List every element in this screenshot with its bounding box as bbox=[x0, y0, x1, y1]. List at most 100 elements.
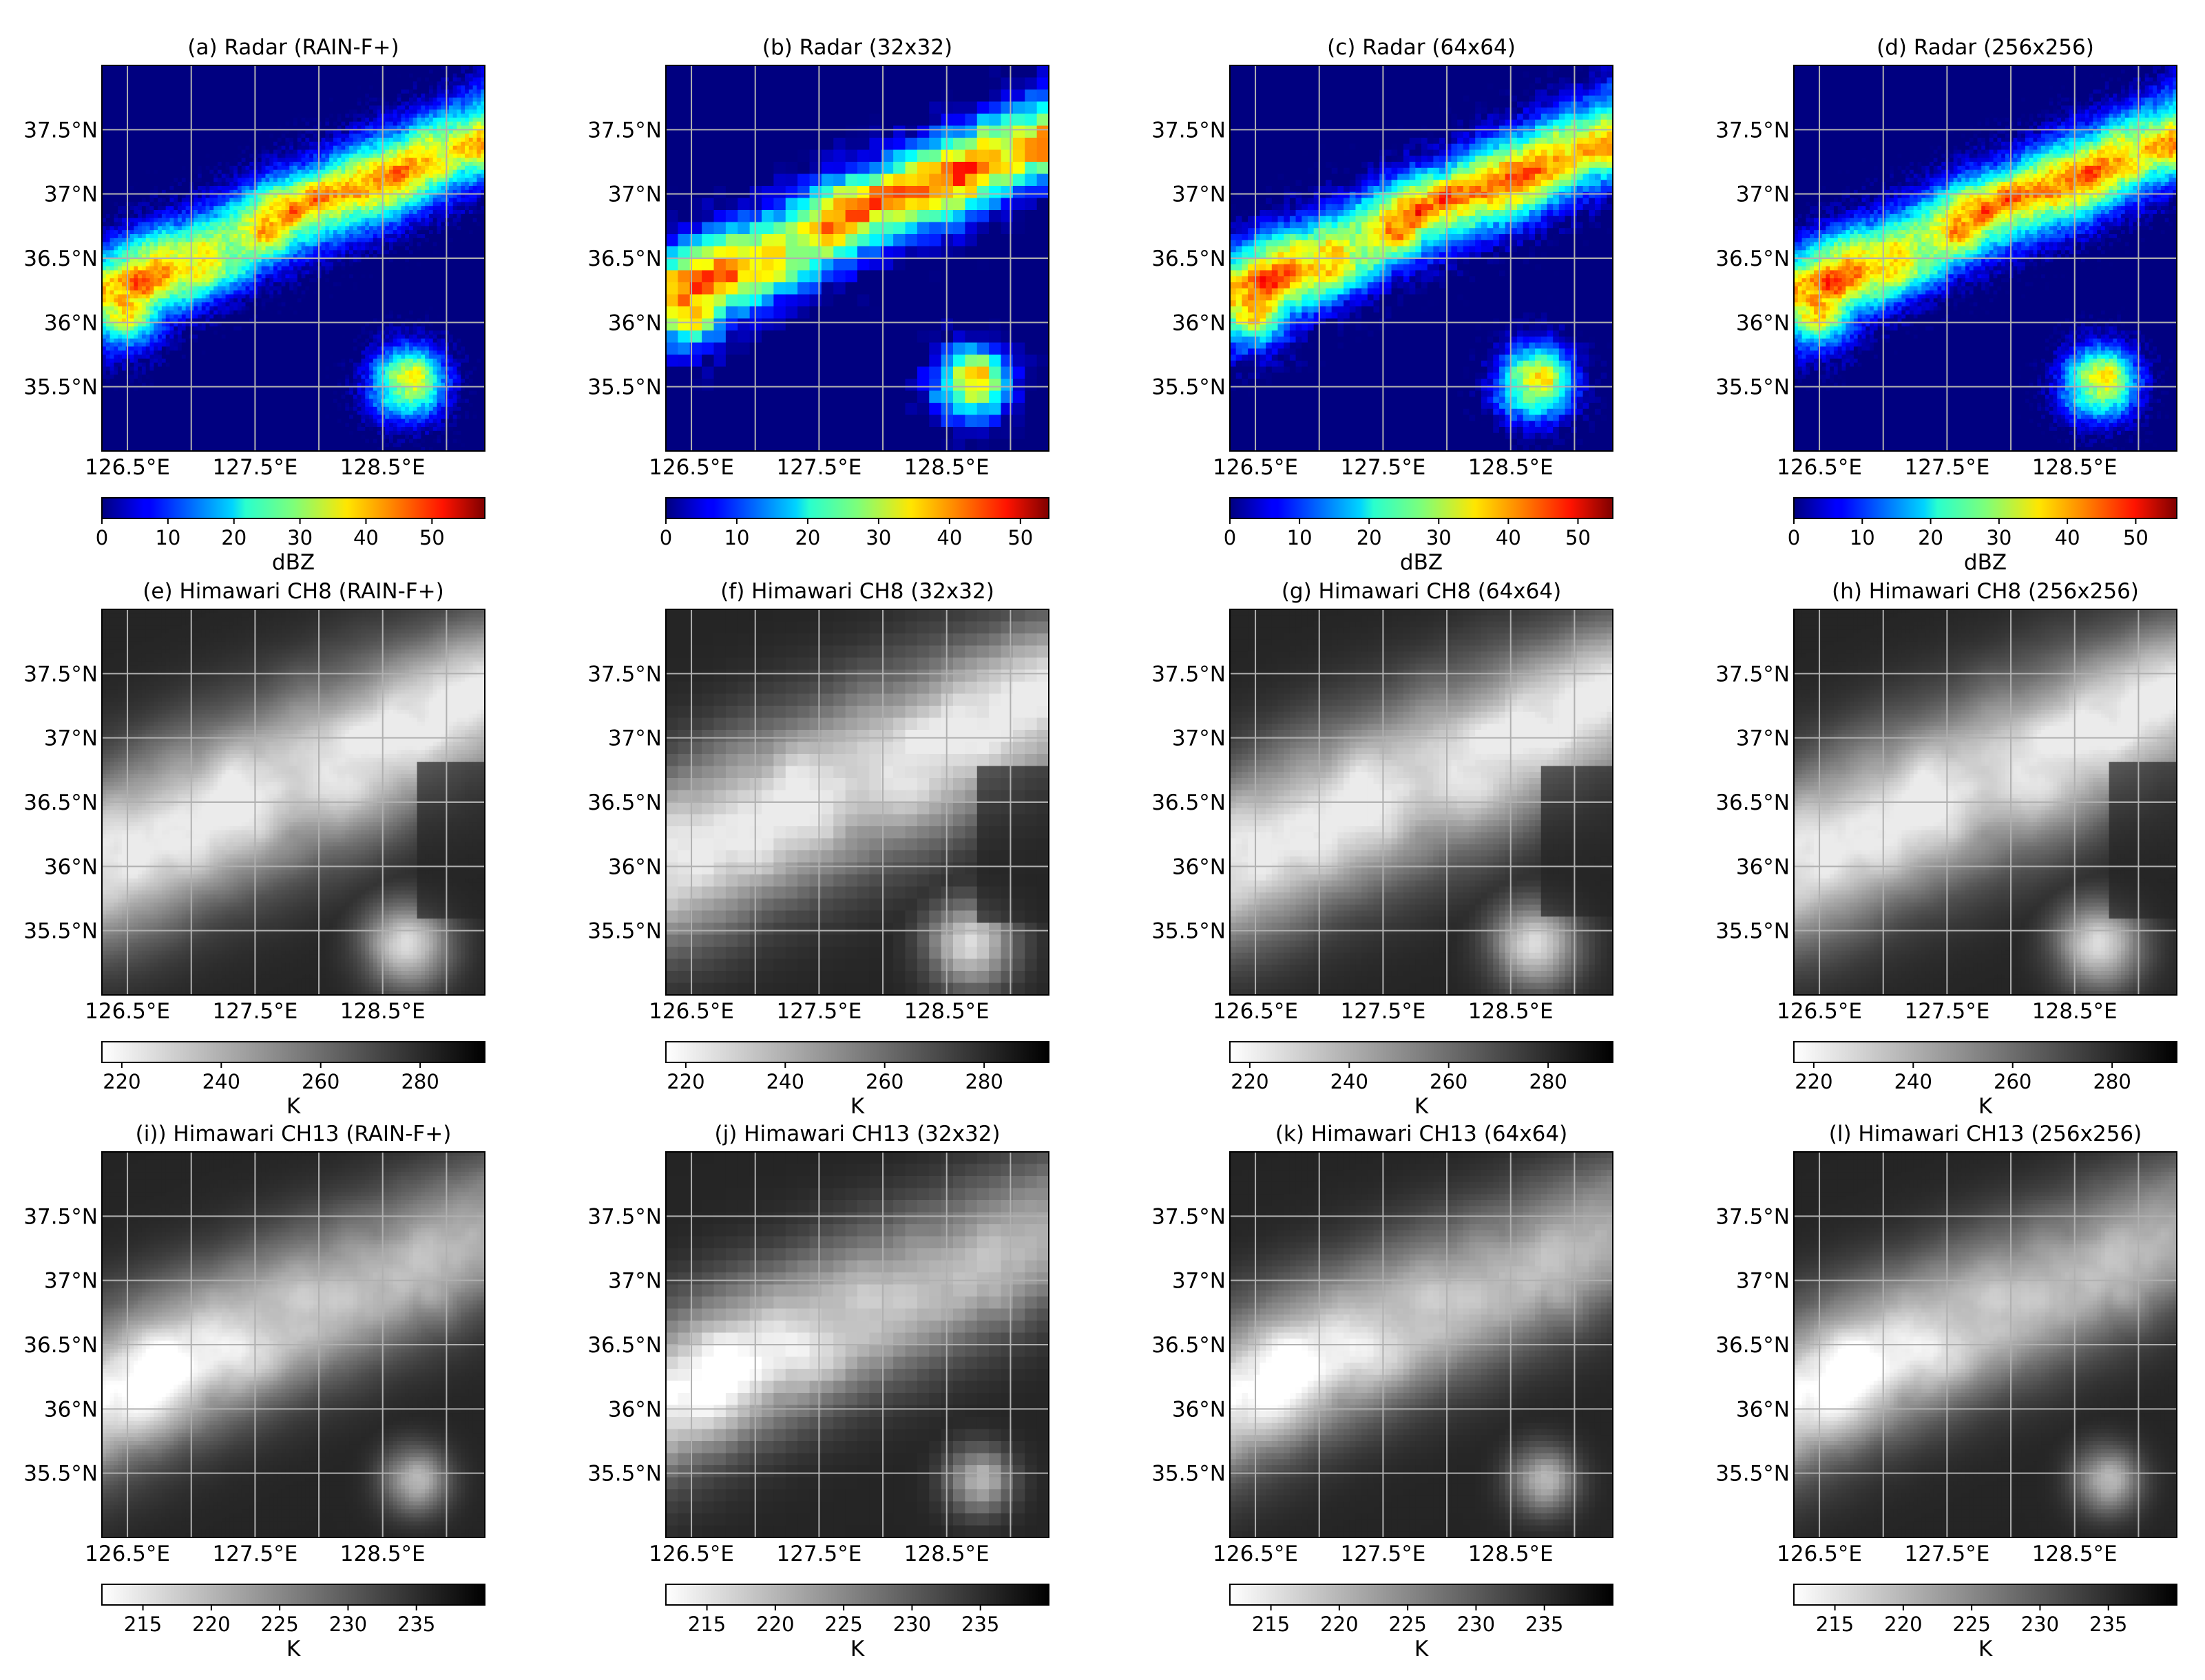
heatmap-cell bbox=[282, 154, 286, 158]
heatmap-cell bbox=[417, 166, 421, 170]
heatmap-cell bbox=[242, 81, 246, 85]
heatmap-cell bbox=[473, 109, 477, 114]
heatmap-cell bbox=[421, 78, 425, 82]
heatmap-cell bbox=[150, 81, 154, 85]
heatmap-cell bbox=[106, 150, 110, 154]
heatmap-cell bbox=[457, 150, 461, 154]
heatmap-cell bbox=[178, 98, 182, 102]
heatmap-cell bbox=[413, 98, 417, 102]
heatmap-cell bbox=[297, 174, 302, 178]
heatmap-cell bbox=[433, 166, 437, 170]
heatmap-cell bbox=[313, 105, 317, 109]
heatmap-cell bbox=[449, 90, 453, 94]
heatmap-cell bbox=[226, 114, 230, 118]
heatmap-cell bbox=[285, 81, 289, 85]
heatmap-cell bbox=[249, 138, 253, 142]
heatmap-cell bbox=[345, 142, 349, 146]
heatmap-cell bbox=[198, 178, 202, 182]
heatmap-cell bbox=[409, 70, 413, 74]
heatmap-cell bbox=[429, 81, 433, 85]
heatmap-cell bbox=[477, 134, 481, 138]
heatmap-cell bbox=[114, 158, 118, 162]
heatmap-cell bbox=[130, 174, 134, 178]
heatmap-cell bbox=[373, 109, 377, 114]
heatmap-cell bbox=[206, 114, 210, 118]
heatmap-cell bbox=[461, 105, 465, 109]
heatmap-cell bbox=[209, 178, 213, 182]
heatmap-cell bbox=[194, 109, 198, 114]
heatmap-cell bbox=[130, 70, 134, 74]
heatmap-cell bbox=[178, 150, 182, 154]
heatmap-cell bbox=[130, 105, 134, 109]
heatmap-cell bbox=[233, 105, 238, 109]
heatmap-cell bbox=[226, 174, 230, 178]
heatmap-cell bbox=[222, 74, 226, 78]
heatmap-cell bbox=[122, 178, 126, 182]
heatmap-cell bbox=[269, 90, 273, 94]
heatmap-cell bbox=[178, 162, 182, 166]
heatmap-cell bbox=[246, 85, 250, 90]
heatmap-cell bbox=[269, 70, 273, 74]
heatmap-cell bbox=[441, 114, 445, 118]
heatmap-cell bbox=[273, 94, 278, 98]
heatmap-cell bbox=[146, 90, 150, 94]
heatmap-cell bbox=[357, 109, 362, 114]
heatmap-cell bbox=[122, 146, 126, 150]
heatmap-cell bbox=[373, 166, 377, 170]
heatmap-cell bbox=[106, 158, 110, 162]
heatmap-cell bbox=[361, 90, 365, 94]
heatmap-cell bbox=[425, 122, 429, 126]
heatmap-cell bbox=[401, 170, 405, 174]
heatmap-cell bbox=[449, 166, 453, 170]
heatmap-cell bbox=[166, 146, 170, 150]
heatmap-cell bbox=[265, 90, 269, 94]
heatmap-cell bbox=[218, 154, 222, 158]
heatmap-cell bbox=[242, 170, 246, 174]
heatmap-cell bbox=[322, 142, 326, 146]
heatmap-cell bbox=[162, 162, 166, 166]
heatmap-cell bbox=[142, 105, 146, 109]
heatmap-cell bbox=[285, 158, 289, 162]
heatmap-cell bbox=[233, 81, 238, 85]
heatmap-cell bbox=[209, 162, 213, 166]
heatmap-cell bbox=[122, 78, 126, 82]
heatmap-cell bbox=[345, 102, 349, 106]
heatmap-cell bbox=[106, 118, 110, 122]
heatmap-cell bbox=[393, 158, 397, 162]
heatmap-cell bbox=[233, 154, 238, 158]
heatmap-cell bbox=[329, 85, 333, 90]
heatmap-cell bbox=[437, 150, 441, 154]
heatmap-cell bbox=[361, 142, 365, 146]
heatmap-cell bbox=[302, 146, 306, 150]
heatmap-cell bbox=[413, 74, 417, 78]
heatmap-cell bbox=[333, 70, 337, 74]
heatmap-cell bbox=[278, 105, 282, 109]
heatmap-cell bbox=[289, 142, 293, 146]
heatmap-cell bbox=[194, 142, 198, 146]
heatmap-cell bbox=[433, 170, 437, 174]
heatmap-cell bbox=[433, 105, 437, 109]
heatmap-cell bbox=[282, 102, 286, 106]
heatmap-cell bbox=[213, 142, 218, 146]
heatmap-cell bbox=[158, 134, 162, 138]
heatmap-cell bbox=[150, 74, 154, 78]
heatmap-cell bbox=[213, 98, 218, 102]
heatmap-cell bbox=[333, 109, 337, 114]
heatmap-cell bbox=[453, 134, 457, 138]
heatmap-cell bbox=[449, 98, 453, 102]
heatmap-cell bbox=[265, 146, 269, 150]
heatmap-cell bbox=[229, 138, 233, 142]
heatmap-cell bbox=[114, 70, 118, 74]
heatmap-cell bbox=[425, 98, 429, 102]
heatmap-cell bbox=[146, 170, 150, 174]
heatmap-cell bbox=[282, 85, 286, 90]
heatmap-cell bbox=[226, 98, 230, 102]
heatmap-cell bbox=[206, 178, 210, 182]
heatmap-cell bbox=[365, 134, 369, 138]
heatmap-cell bbox=[385, 174, 389, 178]
heatmap-cell bbox=[198, 170, 202, 174]
heatmap-cell bbox=[229, 109, 233, 114]
heatmap-cell bbox=[333, 150, 337, 154]
heatmap-cell bbox=[393, 70, 397, 74]
heatmap-cell bbox=[182, 98, 186, 102]
